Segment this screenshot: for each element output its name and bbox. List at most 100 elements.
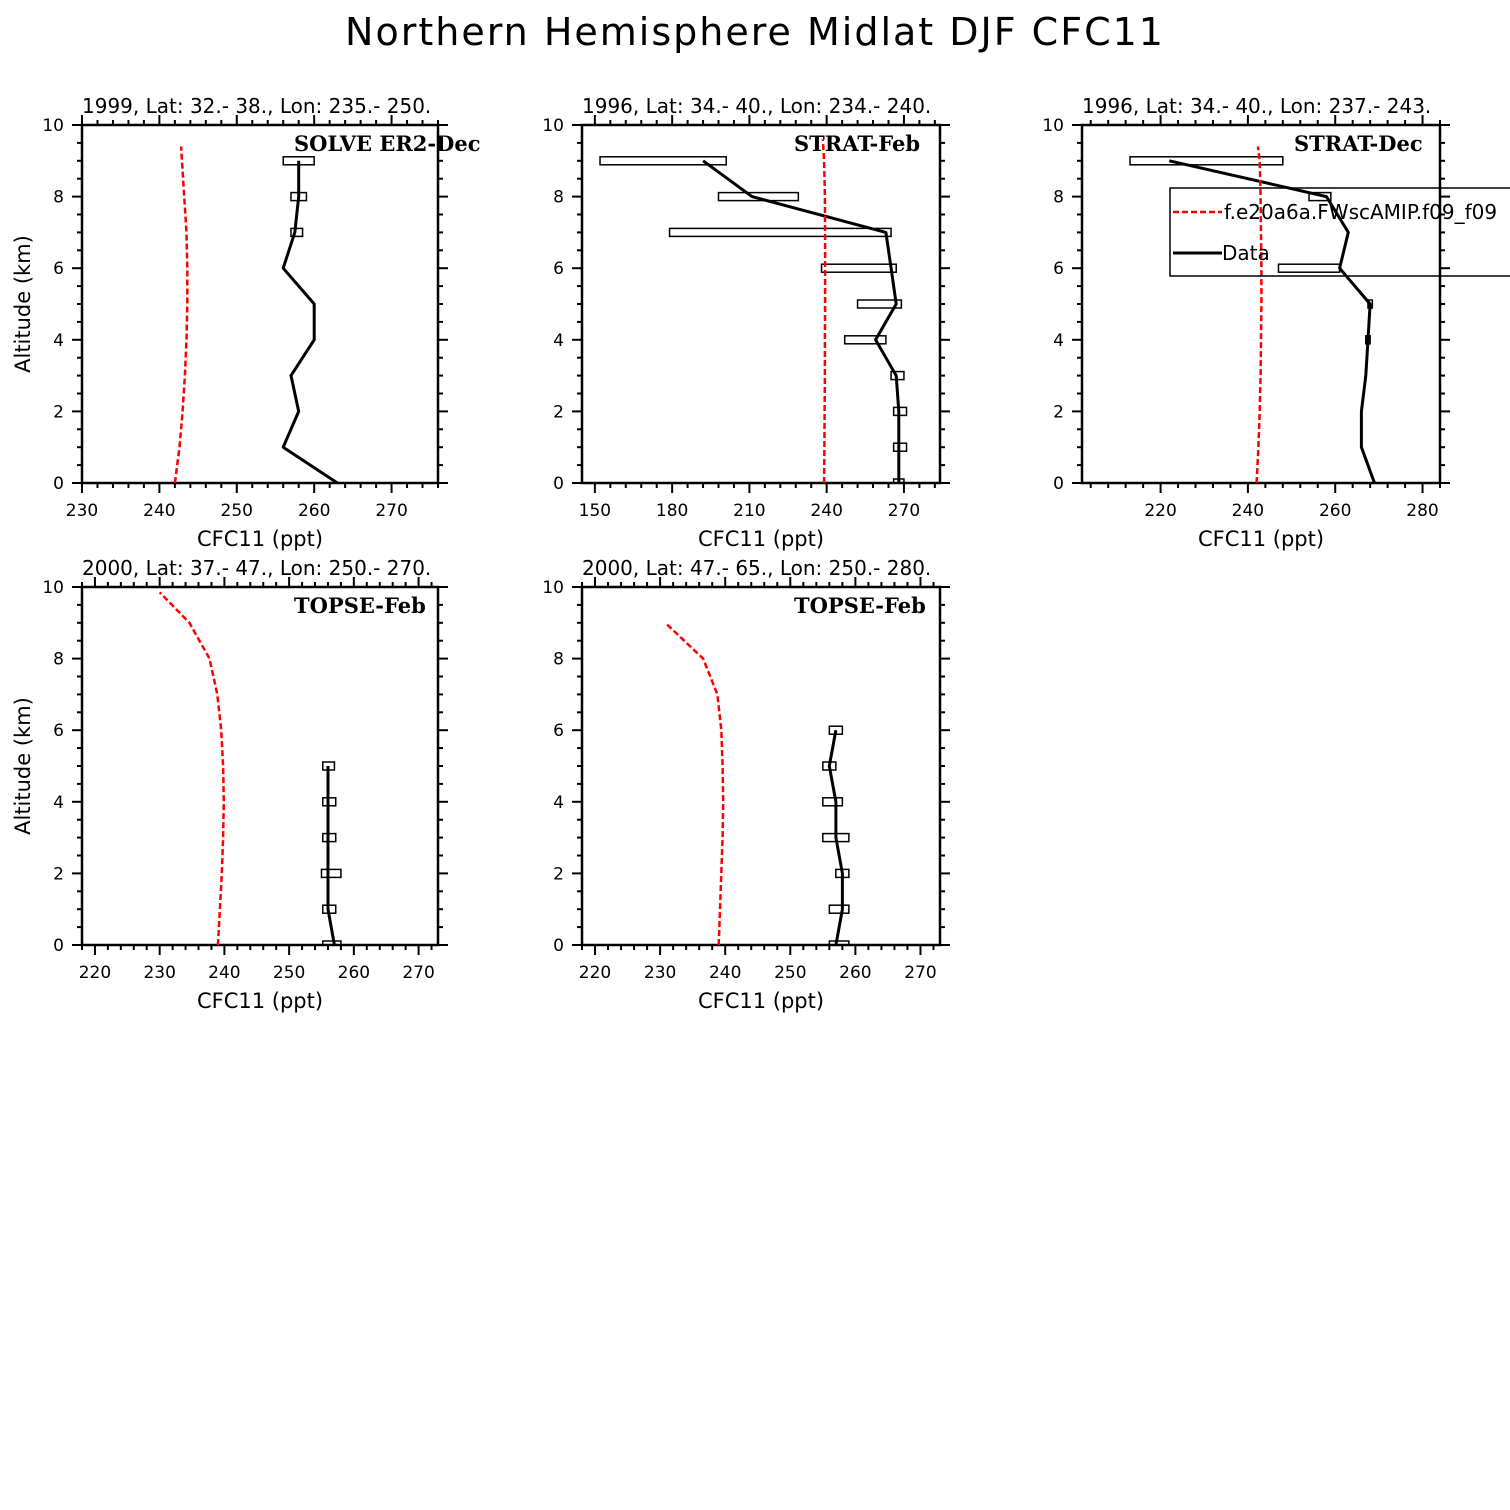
- error-bar-box: [1277, 263, 1341, 273]
- x-tick-label: 240: [709, 963, 741, 983]
- campaign-label: SOLVE ER2-Dec: [294, 131, 481, 156]
- panel-4: 0 2 4 6 8 10 220 230 240 250 260 270 CFC11 (ppt) Alti…: [11, 556, 448, 1013]
- legend-box: [1169, 187, 1510, 277]
- y-tick-label: 2: [553, 864, 564, 884]
- error-bar-box: [828, 904, 850, 914]
- x-tick-label: 260: [298, 501, 330, 521]
- plot-area: [1129, 146, 1376, 483]
- x-tick-label: 270: [375, 501, 407, 521]
- panel-subtitle: 1999, Lat: 32.- 38., Lon: 235.- 250.: [82, 94, 431, 118]
- plot-area: [158, 591, 342, 945]
- plot-frame: [80, 585, 440, 947]
- x-tick-label: 230: [66, 501, 98, 521]
- y-tick-label: 6: [553, 721, 564, 741]
- x-tick-label: 250: [774, 963, 806, 983]
- x-tick-label: 220: [579, 963, 611, 983]
- panel-subtitle: 2000, Lat: 37.- 47., Lon: 250.- 270.: [82, 556, 431, 580]
- campaign-label: TOPSE-Feb: [294, 593, 426, 618]
- y-tick-label: 6: [1053, 259, 1064, 279]
- data-series-line: [326, 766, 336, 945]
- panel-3: 0 2 4 6 8 10 220 240 260 280 CFC11 (ppt) 1996, Lat:…: [1042, 94, 1450, 551]
- x-tick-label: 270: [888, 501, 920, 521]
- y-tick-label: 0: [553, 474, 564, 494]
- x-tick-label: 250: [273, 963, 305, 983]
- error-bar-box: [856, 299, 903, 309]
- error-bar-box: [1308, 191, 1332, 202]
- y-tick-label: 8: [553, 650, 564, 670]
- y-tick-label: 8: [53, 188, 64, 208]
- panel-subtitle: 2000, Lat: 47.- 65., Lon: 250.- 280.: [582, 556, 931, 580]
- panel-subtitle: 1996, Lat: 34.- 40., Lon: 237.- 243.: [1082, 94, 1431, 118]
- plot-area: [173, 146, 339, 483]
- model-series-line: [173, 146, 189, 483]
- y-axis-label: Altitude (km): [11, 697, 35, 835]
- panel-subtitle: 1996, Lat: 34.- 40., Lon: 234.- 240.: [582, 94, 931, 118]
- panel-5: 0 2 4 6 8 10 220 230 240 250 260 270 CFC11 (ppt) 2000…: [542, 556, 950, 1013]
- plot-frame: [580, 123, 942, 485]
- x-tick-label: 280: [1406, 501, 1438, 521]
- x-tick-label: 260: [839, 963, 871, 983]
- error-bar-box: [1129, 156, 1284, 166]
- x-axis-label: CFC11 (ppt): [197, 527, 323, 551]
- y-tick-label: 10: [42, 116, 64, 136]
- y-tick-label: 6: [553, 259, 564, 279]
- x-axis-label: CFC11 (ppt): [197, 989, 323, 1013]
- error-bar-box: [322, 940, 342, 945]
- x-tick-label: 230: [644, 963, 676, 983]
- x-tick-label: 260: [1319, 501, 1351, 521]
- data-series-line: [702, 159, 901, 483]
- y-tick-label: 10: [42, 578, 64, 598]
- x-tick-label: 250: [221, 501, 253, 521]
- error-bar-box: [320, 868, 342, 879]
- y-tick-label: 2: [1053, 402, 1064, 422]
- campaign-label: STRAT-Feb: [794, 131, 920, 156]
- legend: f.e20a6a.FWscAMIP.f09_f09 Data: [1169, 187, 1510, 277]
- y-axis-label: Altitude (km): [11, 235, 35, 373]
- legend-data-label: Data: [1222, 241, 1270, 265]
- error-bar-box: [822, 797, 844, 807]
- campaign-label: TOPSE-Feb: [794, 593, 926, 618]
- y-tick-label: 8: [553, 188, 564, 208]
- figure-title: Northern Hemisphere Midlat DJF CFC11: [345, 10, 1165, 54]
- y-tick-label: 10: [542, 578, 564, 598]
- error-bar-box: [290, 227, 304, 238]
- error-bar-box: [828, 940, 850, 945]
- x-tick-label: 240: [1232, 501, 1264, 521]
- panel-1: 0 2 4 6 8 10 230 240 250 260 270 CFC11 (ppt) Altitud…: [11, 94, 481, 551]
- y-tick-label: 0: [1053, 474, 1064, 494]
- error-bar-box: [599, 156, 727, 166]
- y-tick-label: 0: [553, 936, 564, 956]
- y-tick-label: 0: [53, 474, 64, 494]
- data-series-line: [827, 729, 844, 945]
- x-axis-label: CFC11 (ppt): [1198, 527, 1324, 551]
- y-tick-label: 10: [542, 116, 564, 136]
- x-tick-label: 220: [79, 963, 111, 983]
- x-axis-label: CFC11 (ppt): [698, 989, 824, 1013]
- model-series-line: [158, 591, 226, 945]
- y-tick-label: 6: [53, 721, 64, 741]
- x-tick-label: 220: [1144, 501, 1176, 521]
- error-bar-box: [668, 227, 892, 238]
- legend-model-label: f.e20a6a.FWscAMIP.f09_f09: [1224, 200, 1497, 224]
- model-series-line: [664, 621, 725, 945]
- x-tick-label: 260: [338, 963, 370, 983]
- y-tick-label: 10: [1042, 116, 1064, 136]
- y-tick-label: 4: [1053, 331, 1064, 351]
- panel-2: 0 2 4 6 8 10 150 180 210 240 270 CFC11 (ppt) 1996, L…: [542, 94, 950, 551]
- x-tick-label: 270: [402, 963, 434, 983]
- campaign-label: STRAT-Dec: [1294, 131, 1423, 156]
- y-tick-label: 4: [553, 331, 564, 351]
- x-tick-label: 180: [656, 501, 688, 521]
- data-series-line: [281, 160, 339, 483]
- y-tick-label: 4: [553, 793, 564, 813]
- y-tick-label: 4: [53, 331, 64, 351]
- plot-frame: [580, 585, 942, 947]
- y-tick-label: 8: [1053, 188, 1064, 208]
- y-tick-label: 2: [53, 402, 64, 422]
- y-tick-label: 6: [53, 259, 64, 279]
- data-series-line: [1168, 159, 1376, 483]
- x-tick-label: 270: [904, 963, 936, 983]
- x-axis-label: CFC11 (ppt): [698, 527, 824, 551]
- plot-area: [664, 621, 850, 945]
